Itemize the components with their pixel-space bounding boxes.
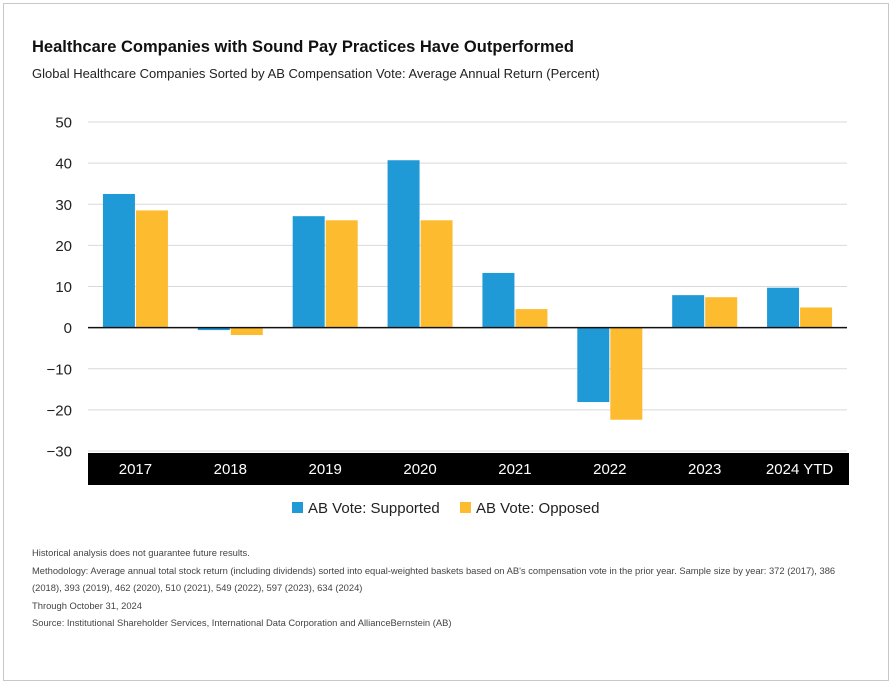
bar-opposed-7	[800, 307, 833, 328]
footnote-disclaimer: Historical analysis does not guarantee f…	[32, 547, 250, 558]
bar-opposed-2	[325, 220, 358, 328]
bar-supported-5	[577, 327, 610, 403]
chart-subtitle: Global Healthcare Companies Sorted by AB…	[32, 66, 600, 81]
x-tick-label: 2023	[688, 461, 721, 478]
bar-opposed-4	[515, 309, 548, 328]
footnote-methodology: Methodology: Average annual total stock …	[32, 564, 836, 594]
y-tick-label: 10	[55, 279, 72, 296]
y-tick-label: −10	[47, 361, 72, 378]
legend-swatch-0	[292, 502, 303, 513]
bar-supported-2	[292, 216, 325, 328]
x-tick-label: 2021	[498, 461, 531, 478]
y-tick-label: 20	[55, 238, 72, 255]
x-tick-label: 2022	[593, 461, 626, 478]
footnote-source: Source: Institutional Shareholder Servic…	[32, 617, 452, 628]
x-tick-label: 2018	[214, 461, 247, 478]
legend-label-1: AB Vote: Opposed	[476, 500, 599, 517]
x-tick-label: 2020	[403, 461, 436, 478]
x-tick-label: 2017	[119, 461, 152, 478]
bar-supported-4	[482, 272, 515, 328]
bar-opposed-0	[135, 210, 168, 328]
chart-title: Healthcare Companies with Sound Pay Prac…	[32, 38, 574, 56]
legend-label-0: AB Vote: Supported	[308, 500, 440, 517]
legend-swatch-1	[460, 502, 471, 513]
bar-supported-3	[387, 160, 420, 328]
bar-supported-6	[672, 295, 705, 328]
bar-opposed-6	[705, 297, 738, 328]
bar-opposed-1	[230, 327, 263, 336]
x-tick-label: 2024 YTD	[766, 461, 833, 478]
bar-supported-1	[197, 327, 230, 331]
x-tick-label: 2019	[309, 461, 342, 478]
y-tick-label: −30	[47, 444, 72, 461]
chart-frame	[3, 3, 889, 681]
bar-supported-0	[102, 193, 135, 328]
y-tick-label: −20	[47, 402, 72, 419]
y-tick-label: 50	[55, 115, 72, 132]
bar-opposed-5	[610, 327, 643, 420]
bar-supported-7	[767, 287, 800, 328]
bar-opposed-3	[420, 220, 453, 328]
bar-chart: −30 −20 −10 0 10 20 30 40 50 2017 2018 2019 2020 2021…	[47, 115, 849, 517]
y-tick-label: 0	[64, 320, 72, 337]
footnotes: Historical analysis does not guarantee f…	[32, 544, 862, 632]
y-tick-label: 40	[55, 156, 72, 173]
footnote-date: Through October 31, 2024	[32, 599, 142, 611]
y-tick-label: 30	[55, 197, 72, 214]
category-axis-band	[88, 453, 849, 485]
